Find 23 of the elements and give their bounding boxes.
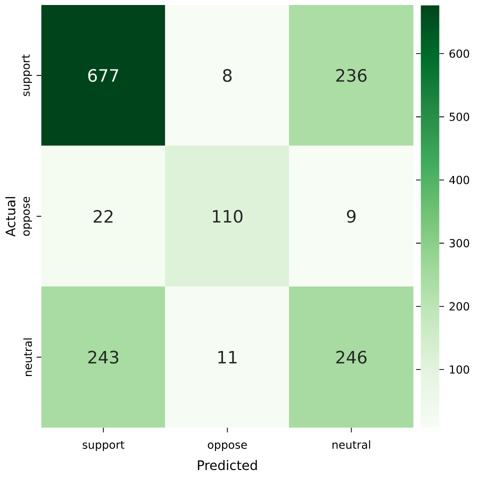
- data-label: 11: [218, 350, 237, 364]
- x-tick-label: oppose: [208, 442, 247, 451]
- data-label: 243: [88, 350, 118, 364]
- color-bar-label: 100: [450, 365, 470, 374]
- x-axis-title: Predicted: [198, 460, 257, 470]
- y-tick-label: neutral: [23, 338, 32, 376]
- color-bar-label: 500: [450, 112, 470, 121]
- y-tick-label: support: [22, 54, 32, 96]
- data-label: 8: [223, 68, 232, 82]
- color-bar-label: 300: [450, 238, 470, 248]
- x-tick-label: support: [82, 440, 124, 451]
- y-axis-title: Actual: [5, 197, 16, 237]
- color-bar-label: 400: [449, 176, 470, 184]
- color-bar-label: 200: [450, 302, 470, 311]
- data-label: 22: [94, 210, 112, 223]
- y-tick-label: oppose: [23, 196, 32, 236]
- data-label: 236: [336, 68, 367, 82]
- x-tick-label: neutral: [332, 440, 370, 449]
- color-bar-label: 600: [450, 49, 470, 58]
- data-label: 110: [212, 210, 242, 223]
- data-label: 246: [336, 350, 367, 364]
- data-label: 9: [346, 210, 356, 223]
- data-label: 677: [88, 68, 118, 82]
